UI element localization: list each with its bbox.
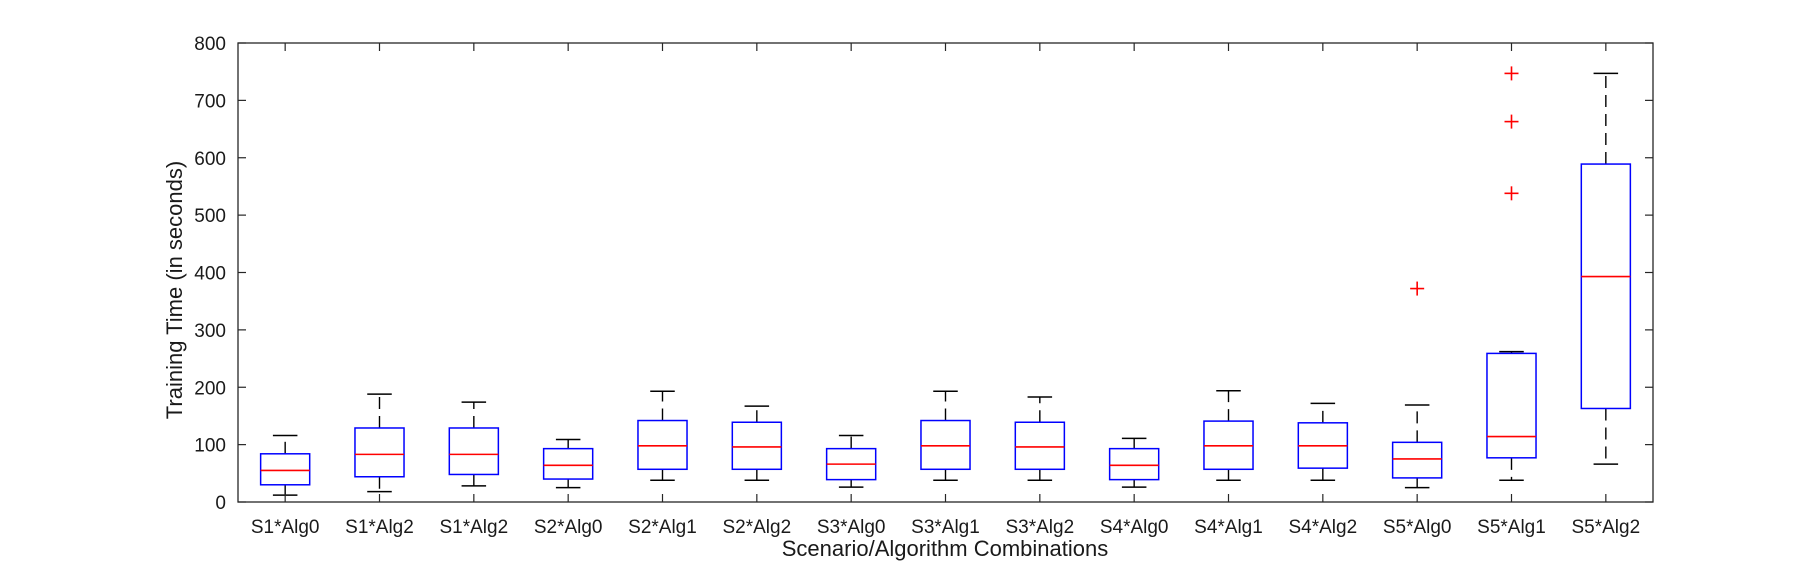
x-tick-label: S5*Alg1 (1477, 517, 1546, 538)
box-iqr (637, 419, 688, 471)
outlier-marker (1410, 281, 1425, 296)
y-axis-label: Training Time (in seconds) (162, 161, 187, 419)
box-group (448, 401, 500, 487)
box-group (1203, 389, 1254, 481)
box-iqr (1108, 447, 1160, 481)
outlier-marker (1504, 186, 1519, 201)
x-tick-label: S2*Alg2 (722, 517, 791, 538)
y-tick-label: 800 (194, 34, 226, 55)
x-tick-label: S5*Alg0 (1383, 517, 1452, 538)
outlier-marker (1504, 66, 1519, 81)
x-tick-label: S1*Alg2 (439, 517, 508, 538)
x-axis-label: Scenario/Algorithm Combinations (782, 536, 1109, 561)
box-group (637, 390, 688, 481)
box-group (1108, 437, 1160, 488)
y-tick-label: 300 (194, 321, 226, 342)
y-tick-label: 200 (194, 378, 226, 399)
x-axis-ticks: S1*Alg0 S1*Alg2 S1*Alg2 S2*Alg0 S2*Alg1 S2*Al… (251, 43, 1640, 538)
y-tick-label: 100 (194, 436, 226, 457)
x-tick-label: S3*Alg2 (1005, 517, 1074, 538)
box-iqr (1486, 352, 1537, 459)
x-tick-label: S3*Alg0 (817, 517, 886, 538)
box-iqr (1391, 441, 1443, 479)
box-group (825, 434, 877, 488)
box-group (731, 405, 783, 481)
y-tick-label: 700 (194, 91, 226, 112)
box-group (920, 390, 971, 481)
box-group (1297, 402, 1349, 481)
box-group (259, 434, 311, 496)
x-tick-label: S5*Alg2 (1571, 517, 1640, 538)
box-group (1014, 396, 1066, 481)
x-tick-label: S2*Alg1 (628, 517, 697, 538)
box-iqr (1014, 421, 1066, 471)
box-iqr (731, 421, 783, 471)
y-tick-label: 500 (194, 206, 226, 227)
box-iqr (448, 427, 500, 476)
box-group (354, 393, 405, 493)
x-tick-label: S4*Alg1 (1194, 517, 1263, 538)
x-tick-label: S4*Alg2 (1288, 517, 1357, 538)
plot-area (237, 42, 1654, 503)
x-tick-label: S4*Alg0 (1100, 517, 1169, 538)
y-tick-label: 0 (215, 493, 226, 514)
axes-frame (237, 42, 1654, 503)
outlier-marker (1504, 114, 1519, 129)
x-tick-label: S1*Alg2 (345, 517, 414, 538)
box-group (542, 438, 594, 489)
box-iqr (354, 427, 405, 478)
box-iqr (542, 447, 594, 480)
y-tick-label: 400 (194, 264, 226, 285)
box-iqr (259, 453, 311, 486)
box-group (1486, 66, 1537, 481)
y-axis-ticks: 0 100 200 300 400 500 600 700 800 (194, 34, 1653, 514)
x-tick-label: S3*Alg1 (911, 517, 980, 538)
box-group (1391, 281, 1443, 489)
box-iqr (920, 419, 971, 471)
box-iqr (1580, 163, 1632, 410)
x-tick-label: S1*Alg0 (251, 517, 320, 538)
x-tick-label: S2*Alg0 (534, 517, 603, 538)
box-group (1580, 72, 1632, 465)
y-tick-label: 600 (194, 149, 226, 170)
